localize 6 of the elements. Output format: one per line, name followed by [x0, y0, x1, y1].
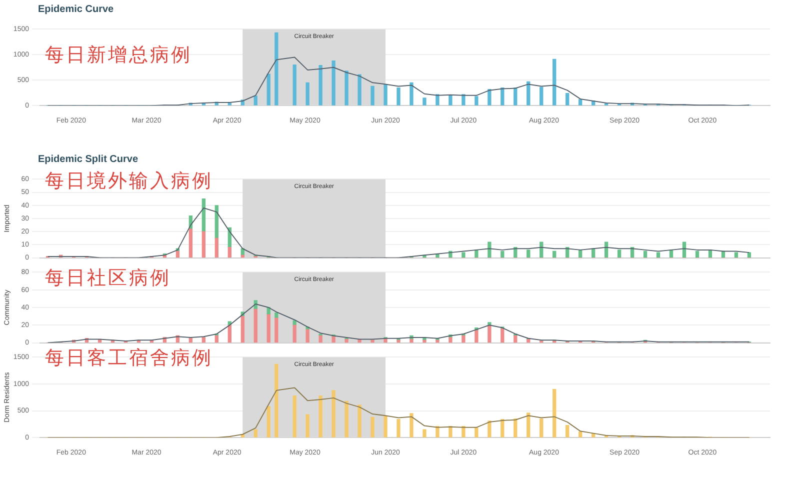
chart-title: Epidemic Split Curve: [38, 154, 138, 165]
chart-title: Epidemic Curve: [38, 4, 114, 15]
annotation: 每日境外输入病例: [45, 169, 213, 194]
annotation: 每日客工宿舍病例: [45, 346, 213, 371]
annotation: 每日新增总病例: [45, 43, 192, 68]
annotation: 每日社区病例: [45, 266, 171, 291]
